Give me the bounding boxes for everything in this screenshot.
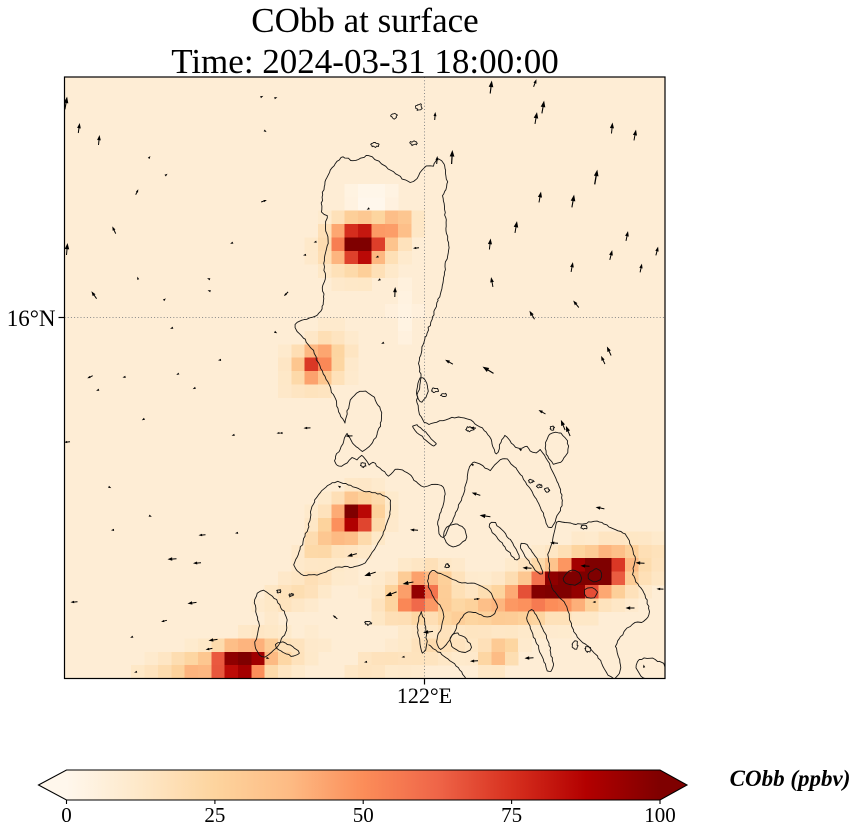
svg-text:CObb (ppbv): CObb (ppbv) bbox=[730, 766, 851, 791]
svg-text:0: 0 bbox=[61, 803, 72, 827]
svg-text:25: 25 bbox=[204, 803, 225, 827]
svg-text:75: 75 bbox=[501, 803, 522, 827]
svg-text:122°E: 122°E bbox=[397, 683, 452, 708]
svg-text:100: 100 bbox=[644, 803, 676, 827]
svg-text:50: 50 bbox=[353, 803, 374, 827]
svg-text:16°N: 16°N bbox=[7, 306, 56, 331]
svg-text:CObb at surface: CObb at surface bbox=[251, 1, 478, 40]
svg-text:Time: 2024-03-31 18:00:00: Time: 2024-03-31 18:00:00 bbox=[171, 42, 559, 81]
